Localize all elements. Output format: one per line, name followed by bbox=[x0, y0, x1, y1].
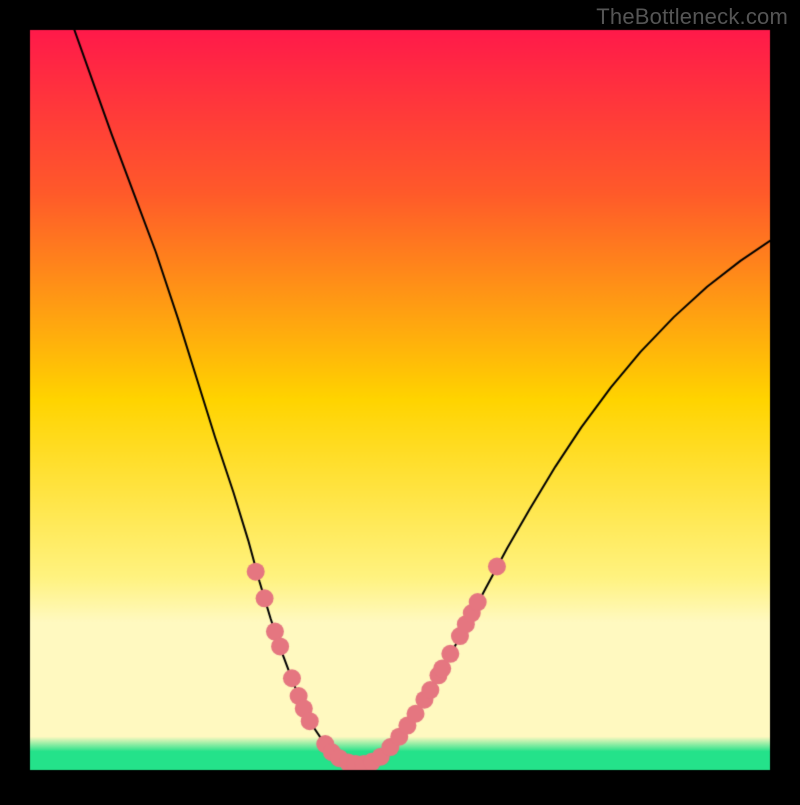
watermark-text: TheBottleneck.com bbox=[596, 4, 788, 30]
bottleneck-chart bbox=[0, 0, 800, 800]
chart-canvas-wrap bbox=[0, 0, 800, 805]
